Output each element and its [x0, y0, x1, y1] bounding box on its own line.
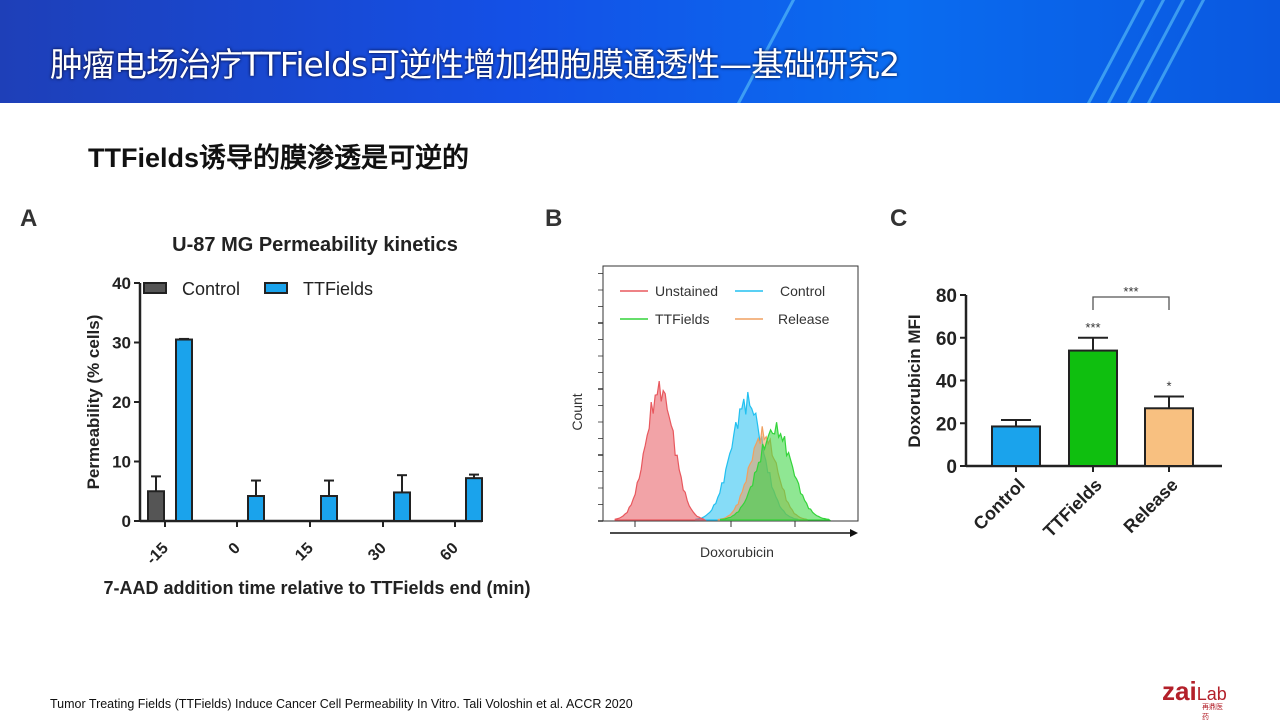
x-tick-label: -15	[143, 540, 171, 568]
y-axis-label: Permeability (% cells)	[84, 315, 103, 490]
y-tick-label: 40	[112, 274, 131, 293]
y-axis-label: Count	[569, 393, 585, 430]
histogram-release	[717, 426, 809, 521]
y-tick-label: 10	[112, 453, 131, 472]
x-tick-label: 60	[437, 540, 462, 565]
zailab-logo: zaiLab 再鼎医药	[1162, 676, 1227, 721]
x-tick-label: 30	[365, 540, 390, 565]
y-tick-label: 30	[112, 334, 131, 353]
citation-footnote: Tumor Treating Fields (TTFields) Induce …	[50, 697, 633, 711]
x-axis-label: Doxorubicin	[700, 544, 774, 560]
bar-release	[1144, 407, 1194, 468]
significance-mark: ***	[1085, 320, 1100, 335]
y-axis-label: Doxorubicin MFI	[905, 314, 924, 447]
bracket-label: ***	[1123, 284, 1138, 299]
bar-ttfields	[1068, 349, 1118, 468]
histogram-unstained	[614, 380, 707, 521]
y-tick-label: 20	[936, 414, 957, 435]
header-banner: 肿瘤电场治疗TTFields可逆性增加细胞膜通透性—基础研究2	[0, 0, 1280, 103]
x-tick-label: 0	[226, 540, 244, 558]
x-tick-label: 15	[292, 540, 317, 565]
bar-ttfields	[247, 495, 265, 523]
x-tick-label: Control	[969, 475, 1028, 534]
legend-swatch	[264, 282, 288, 294]
bar-ttfields	[320, 495, 338, 523]
bar-control	[147, 490, 165, 522]
bar-control	[991, 425, 1041, 467]
legend-label: Control	[182, 279, 240, 299]
legend-label: Control	[780, 283, 825, 299]
panel-label-c: C	[890, 205, 908, 232]
bar-ttfields	[393, 491, 411, 523]
arrow-head	[850, 529, 858, 537]
legend-label: TTFields	[303, 279, 373, 299]
slide-title: 肿瘤电场治疗TTFields可逆性增加细胞膜通透性—基础研究2	[50, 45, 900, 84]
y-tick-label: 80	[936, 286, 957, 307]
x-axis-label: 7-AAD addition time relative to TTFields…	[103, 578, 530, 598]
panel-label-a: A	[20, 205, 38, 232]
bar-ttfields	[465, 477, 483, 523]
significance-mark: *	[1166, 379, 1171, 394]
x-tick-label: TTFields	[1039, 475, 1105, 541]
chart-a: U-87 MG Permeability kinetics 0 10 20 30 40 Pe…	[84, 234, 531, 598]
legend-swatch	[143, 282, 167, 294]
chart-title: U-87 MG Permeability kinetics	[172, 234, 458, 256]
y-tick-label: 40	[936, 372, 957, 393]
histogram-control	[695, 391, 800, 521]
x-tick-label: Release	[1120, 475, 1182, 537]
y-tick-label: 60	[936, 329, 957, 350]
y-tick-label: 0	[122, 512, 131, 531]
y-tick-label: 20	[112, 393, 131, 412]
plot-frame	[602, 265, 859, 522]
histogram-ttfields	[720, 422, 832, 521]
legend-label: Unstained	[655, 283, 718, 299]
bar-ttfields	[175, 338, 193, 522]
significance-bracket	[1092, 296, 1170, 310]
legend-label: TTFields	[655, 311, 709, 327]
y-tick-label: 0	[946, 457, 957, 478]
slide-subtitle: TTFields诱导的膜渗透是可逆的	[88, 143, 470, 173]
legend-label: Release	[778, 311, 830, 327]
panel-label-b: B	[545, 205, 563, 232]
